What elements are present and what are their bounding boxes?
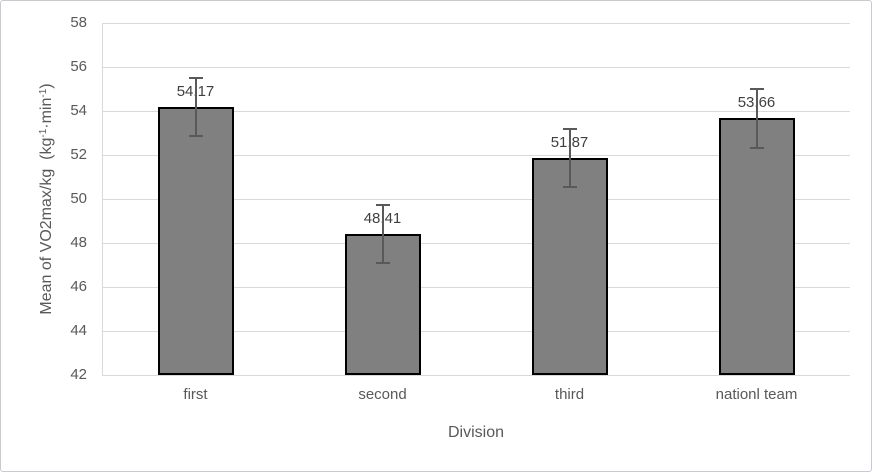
bar-first [157, 107, 234, 375]
error-bar-cap-top [562, 127, 577, 130]
error-bar-cap-bottom [188, 135, 203, 138]
gridline [102, 110, 850, 112]
y-tick-label: 42 [70, 366, 87, 383]
error-bar-cap-top [188, 77, 203, 80]
y-axis-line [102, 23, 103, 375]
error-bar-line [568, 128, 571, 188]
error-bar-cap-bottom [375, 261, 390, 264]
bar-nationl-team [718, 118, 795, 375]
y-tick-label: 48 [70, 234, 87, 251]
x-category-label: first [183, 386, 208, 403]
y-tick-label: 52 [70, 146, 87, 163]
y-tick-label: 58 [70, 14, 87, 31]
x-category-label: second [358, 386, 407, 403]
gridline [102, 154, 850, 156]
y-tick-label: 50 [70, 190, 87, 207]
y-tick-label: 54 [70, 102, 87, 119]
gridline [102, 198, 850, 200]
gridline [102, 22, 850, 24]
error-bar-line [755, 88, 758, 149]
gridline [102, 66, 850, 68]
gridline [102, 286, 850, 288]
x-axis-line [102, 374, 850, 376]
y-tick-label: 56 [70, 58, 87, 75]
error-bar-cap-top [749, 87, 764, 90]
x-category-label: nationl team [715, 386, 798, 403]
gridline [102, 330, 850, 332]
bar-third [531, 157, 608, 375]
error-bar-line [381, 205, 384, 263]
y-tick-label: 46 [70, 278, 87, 295]
error-bar-cap-bottom [562, 186, 577, 189]
gridline [102, 242, 850, 244]
x-axis-title: Division [447, 424, 504, 441]
y-tick-label: 44 [70, 322, 87, 339]
error-bar-cap-top [375, 204, 390, 207]
x-category-label: third [554, 386, 585, 403]
error-bar-cap-bottom [749, 147, 764, 150]
error-bar-line [194, 78, 197, 137]
